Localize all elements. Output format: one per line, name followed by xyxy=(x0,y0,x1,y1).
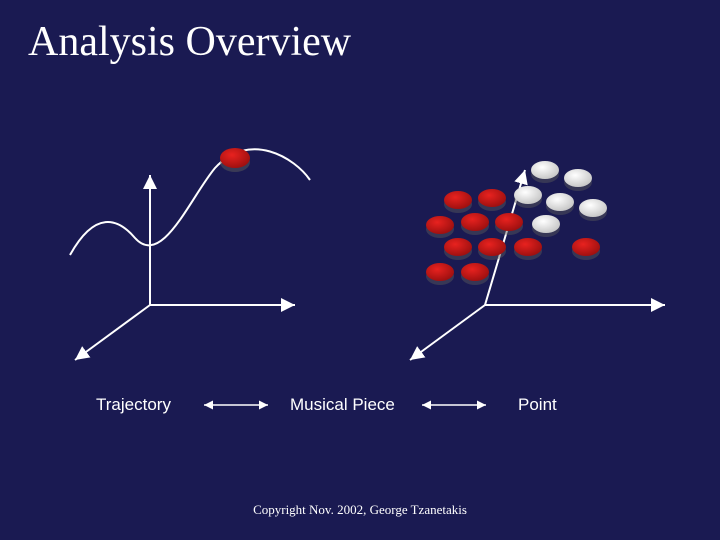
diagrams xyxy=(0,110,720,350)
label-point: Point xyxy=(518,395,557,415)
diagram-svg xyxy=(0,110,720,370)
copyright-footer: Copyright Nov. 2002, George Tzanetakis xyxy=(0,502,720,518)
page-title: Analysis Overview xyxy=(28,18,351,66)
label-musical-piece: Musical Piece xyxy=(290,395,395,415)
label-trajectory: Trajectory xyxy=(96,395,171,415)
arrow-left-connector-icon xyxy=(196,395,276,415)
labels-row: Trajectory Musical Piece Point xyxy=(0,390,720,420)
arrow-right-connector-icon xyxy=(414,395,494,415)
